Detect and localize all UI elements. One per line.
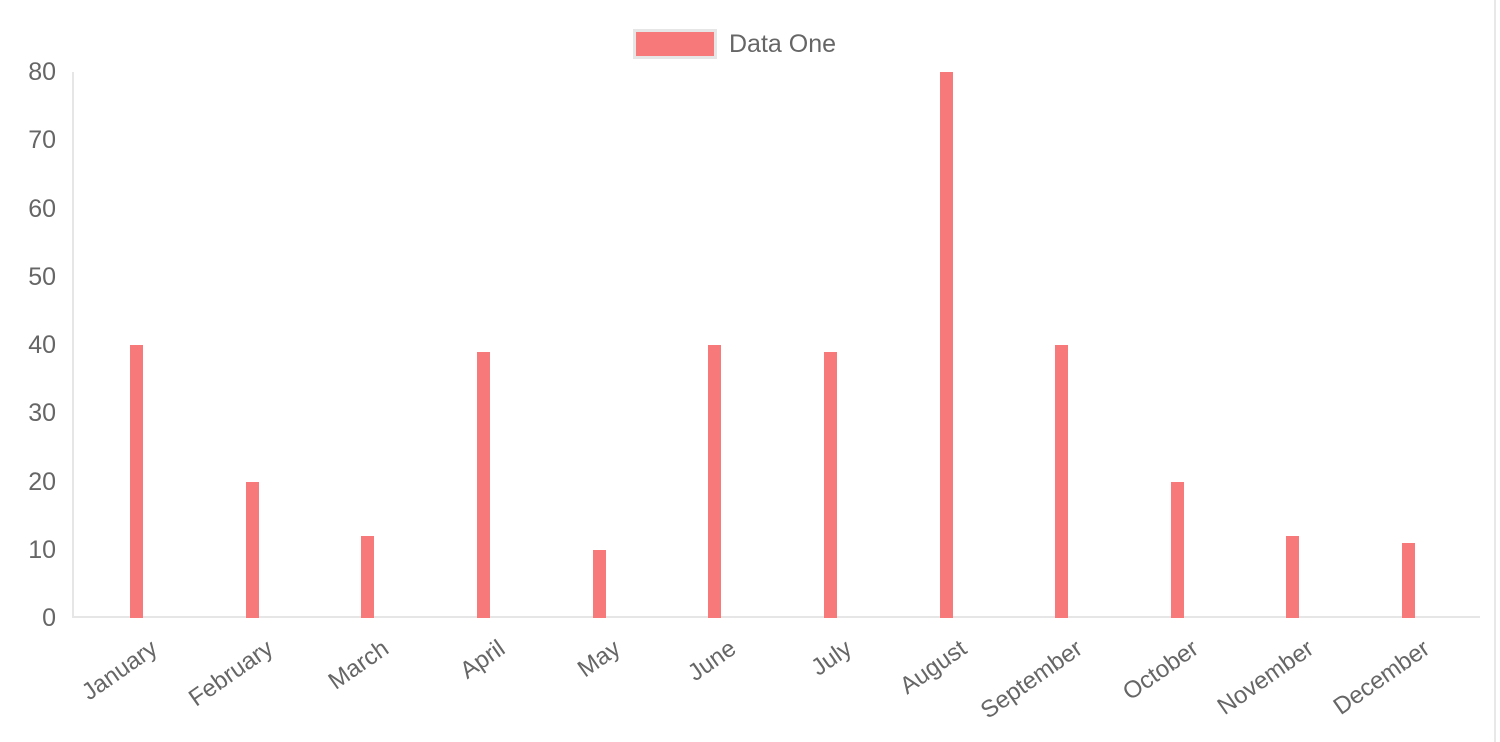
bar-september — [1055, 345, 1069, 618]
y-axis-tick-label: 80 — [28, 58, 56, 86]
x-axis-label-july: July — [806, 634, 857, 682]
bar-may — [592, 549, 606, 618]
x-axis-label-october: October — [1117, 634, 1204, 706]
bar-february — [245, 481, 259, 618]
y-axis-tick-label: 10 — [28, 535, 56, 564]
y-axis-tick-label: 50 — [28, 262, 56, 291]
y-axis-tick-label: 60 — [28, 194, 56, 223]
legend-item-data-one[interactable]: Data One — [633, 29, 836, 59]
y-axis-tick-label: 0 — [42, 604, 56, 632]
x-axis-label-may: May — [572, 634, 626, 683]
x-axis-label-march: March — [323, 634, 394, 696]
x-axis-label-june: June — [682, 634, 741, 687]
bar-december — [1402, 542, 1416, 618]
bar-january — [130, 345, 144, 618]
x-axis-label-december: December — [1328, 634, 1435, 721]
x-axis-label-april: April — [454, 634, 510, 685]
y-axis-tick-label: 70 — [28, 126, 56, 155]
page-right-edge-line — [1494, 0, 1496, 742]
x-axis-label-september: September — [976, 634, 1088, 725]
y-axis-tick-label: 40 — [28, 331, 56, 359]
x-axis-label-august: August — [895, 634, 973, 700]
bar-july — [823, 351, 837, 618]
legend-color-swatch — [633, 29, 717, 59]
legend-label: Data One — [729, 30, 837, 58]
bar-august — [939, 72, 953, 618]
y-axis-tick-label: 20 — [28, 467, 56, 496]
bar-june — [708, 345, 722, 618]
bar-november — [1286, 536, 1300, 618]
bar-october — [1170, 481, 1184, 618]
x-axis-label-november: November — [1212, 634, 1319, 721]
x-axis-label-january: January — [77, 634, 163, 706]
bar-march — [361, 536, 375, 618]
x-axis-label-february: February — [184, 634, 279, 713]
bar-april — [477, 351, 491, 618]
y-axis-tick-label: 30 — [28, 399, 56, 428]
x-axis-line — [72, 616, 1480, 618]
y-axis-line — [72, 72, 74, 618]
